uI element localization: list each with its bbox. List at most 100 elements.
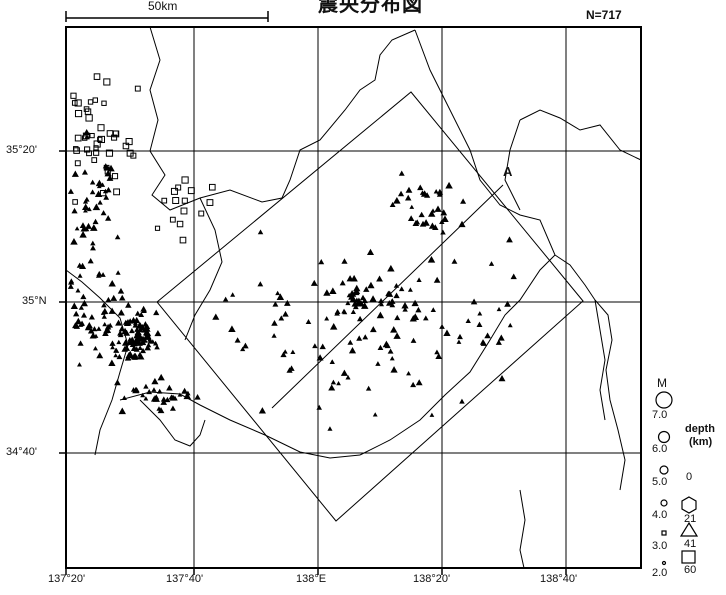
epicenter-triangle — [77, 273, 83, 278]
epicenter-triangle — [90, 245, 96, 251]
epicenter-triangle — [117, 287, 125, 294]
epicenter-triangle — [409, 204, 415, 209]
epicenter-triangle — [327, 426, 333, 431]
epicenter-triangle — [108, 307, 116, 314]
epicenter-square — [82, 135, 88, 141]
epicenter-triangle — [319, 343, 326, 350]
outer-rectangle — [156, 91, 584, 522]
epicenter-triangle — [419, 220, 427, 227]
epicenter-triangle — [143, 329, 152, 337]
prefecture-border-1 — [184, 197, 223, 341]
epicenter-triangle — [369, 295, 377, 302]
epicenter-triangle — [418, 211, 425, 218]
epicenter-triangle — [428, 210, 436, 217]
epicenter-triangle — [394, 314, 401, 321]
epicenter-triangle — [323, 289, 331, 296]
epicenter-triangle — [130, 387, 137, 392]
magnitude-legend-symbols — [655, 391, 673, 566]
epicenter-triangle — [76, 262, 83, 268]
epicenter-triangle — [160, 396, 167, 402]
epicenter-triangle — [146, 389, 153, 395]
map-title: 震央分布図 — [318, 0, 423, 16]
epicenter-triangle — [96, 352, 104, 359]
epicenter-triangle — [457, 333, 463, 340]
epicenter-triangle — [136, 352, 145, 360]
epicenter-triangle — [440, 229, 446, 235]
epicenter-square — [74, 99, 82, 107]
epicenter-triangle — [95, 179, 104, 187]
epicenter-triangle — [125, 301, 132, 308]
epicenter-triangle — [465, 318, 471, 323]
epicenter-triangle — [87, 257, 94, 264]
epicenter-triangle — [106, 174, 114, 181]
epicenter-square — [93, 73, 101, 80]
epicenter-triangle — [363, 286, 370, 292]
coastline-izu — [594, 299, 606, 421]
epicenter-triangle — [377, 344, 384, 350]
epicenter-triangle — [71, 170, 79, 177]
epicenter-triangle — [430, 307, 436, 312]
epicenter-triangle — [132, 322, 139, 328]
epicenter-triangle — [109, 340, 116, 346]
epicenter-triangle — [387, 264, 395, 272]
event-count: N=717 — [586, 8, 622, 22]
river-line — [519, 489, 526, 569]
epicenter-triangle — [329, 359, 335, 364]
epicenter-triangle — [122, 319, 129, 325]
coastline-suruga — [554, 254, 626, 491]
epicenter-triangle — [283, 299, 291, 306]
epicenter-triangle — [328, 384, 336, 391]
epicenter-square — [104, 168, 111, 175]
epicenter-triangle — [73, 323, 81, 329]
epicenter-triangle — [128, 327, 135, 334]
mag-2-symbol — [661, 560, 667, 566]
coastline-east — [519, 109, 642, 161]
epicenter-triangle — [387, 348, 394, 354]
epicenter-triangle — [228, 325, 236, 333]
epicenter-triangle — [497, 334, 505, 341]
epicenter-triangle — [288, 365, 295, 371]
scale-bar-label: 50km — [148, 0, 178, 13]
epicenter-triangle — [172, 395, 178, 401]
epicenter-square — [74, 160, 81, 167]
lat-label-34-40: 34°40' — [6, 446, 37, 458]
epicenter-triangle — [276, 293, 285, 300]
epicenter-triangle — [114, 234, 121, 240]
epicenter-square — [93, 140, 101, 148]
epicenter-triangle — [70, 237, 78, 245]
epicenter-triangle — [131, 340, 138, 347]
epicenter-square — [176, 220, 184, 228]
epicenter-square — [74, 109, 83, 118]
epicenter-triangle — [143, 325, 149, 331]
epicenter-triangle — [389, 201, 396, 208]
epicenter-triangle — [151, 377, 159, 385]
epicenter-triangle — [305, 318, 312, 324]
epicenter-triangle — [113, 347, 119, 353]
epicenter-square — [74, 134, 82, 142]
epicenter-triangle — [484, 332, 491, 339]
depth-label-21: 21 — [684, 513, 697, 525]
epicenter-triangle — [89, 189, 96, 195]
epicenter-triangle — [434, 349, 440, 355]
epicenter-triangle — [312, 343, 318, 349]
epicenter-triangle — [401, 302, 409, 309]
epicenter-triangle — [272, 301, 279, 307]
epicenter-square — [198, 210, 205, 217]
epicenter-triangle — [160, 399, 168, 405]
lon-label-137-20: 137°20' — [48, 573, 86, 585]
epicenter-triangle — [427, 255, 436, 263]
epicenter-triangle — [140, 392, 146, 398]
epicenter-square — [175, 184, 182, 191]
epicenter-triangle — [451, 258, 458, 264]
epicenter-triangle — [365, 385, 372, 391]
epicenter-square — [106, 130, 114, 137]
epicenter-triangle — [79, 230, 87, 238]
epicenter-triangle — [67, 283, 74, 289]
epicenter-triangle — [80, 225, 88, 232]
epicenter-triangle — [104, 323, 112, 330]
epicenter-triangle — [80, 299, 88, 307]
epicenter-triangle — [417, 184, 424, 191]
epicenter-triangle — [110, 345, 115, 350]
epicenter-triangle — [102, 321, 108, 327]
epicenter-triangle — [168, 394, 175, 400]
